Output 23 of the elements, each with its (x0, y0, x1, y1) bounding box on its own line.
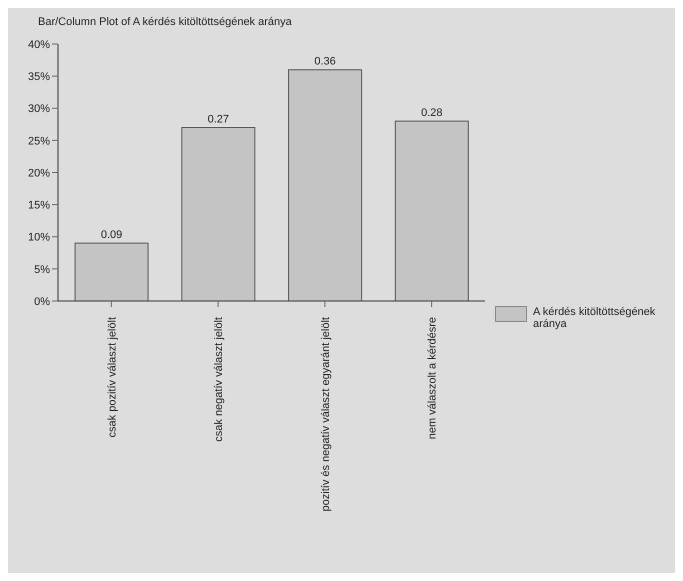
y-tick-label: 40% (28, 38, 50, 51)
bar (74, 242, 149, 301)
bar (394, 120, 469, 301)
y-tick-label: 10% (28, 232, 50, 244)
chart-title: Bar/Column Plot of A kérdés kitöltöttségének aránya (38, 16, 292, 28)
data-label: 0.36 (314, 56, 336, 68)
bar (288, 69, 362, 301)
x-tick-label: nem válaszolt a kérdésre (426, 317, 439, 440)
y-tick-label: 25% (28, 135, 50, 148)
x-tick-label: csak negatív választ jelölt (213, 317, 226, 442)
y-tick-label: 20% (28, 167, 50, 180)
y-tick-label: 30% (28, 103, 50, 116)
legend-label: A kérdés kitöltöttségének aránya (533, 306, 656, 330)
y-tick-label: 0% (34, 296, 50, 308)
bar (181, 127, 256, 301)
data-label: 0.09 (100, 229, 122, 242)
x-tick-label: csak pozitív választ jelölt (106, 317, 118, 438)
y-tick-label: 15% (28, 200, 50, 212)
y-tick-label: 35% (28, 71, 50, 84)
y-tick-label: 5% (34, 264, 50, 276)
data-label: 0.28 (421, 107, 443, 120)
x-tick-label: pozitív és negatív választ egyaránt jelölt (320, 317, 332, 512)
data-label: 0.27 (208, 114, 230, 126)
